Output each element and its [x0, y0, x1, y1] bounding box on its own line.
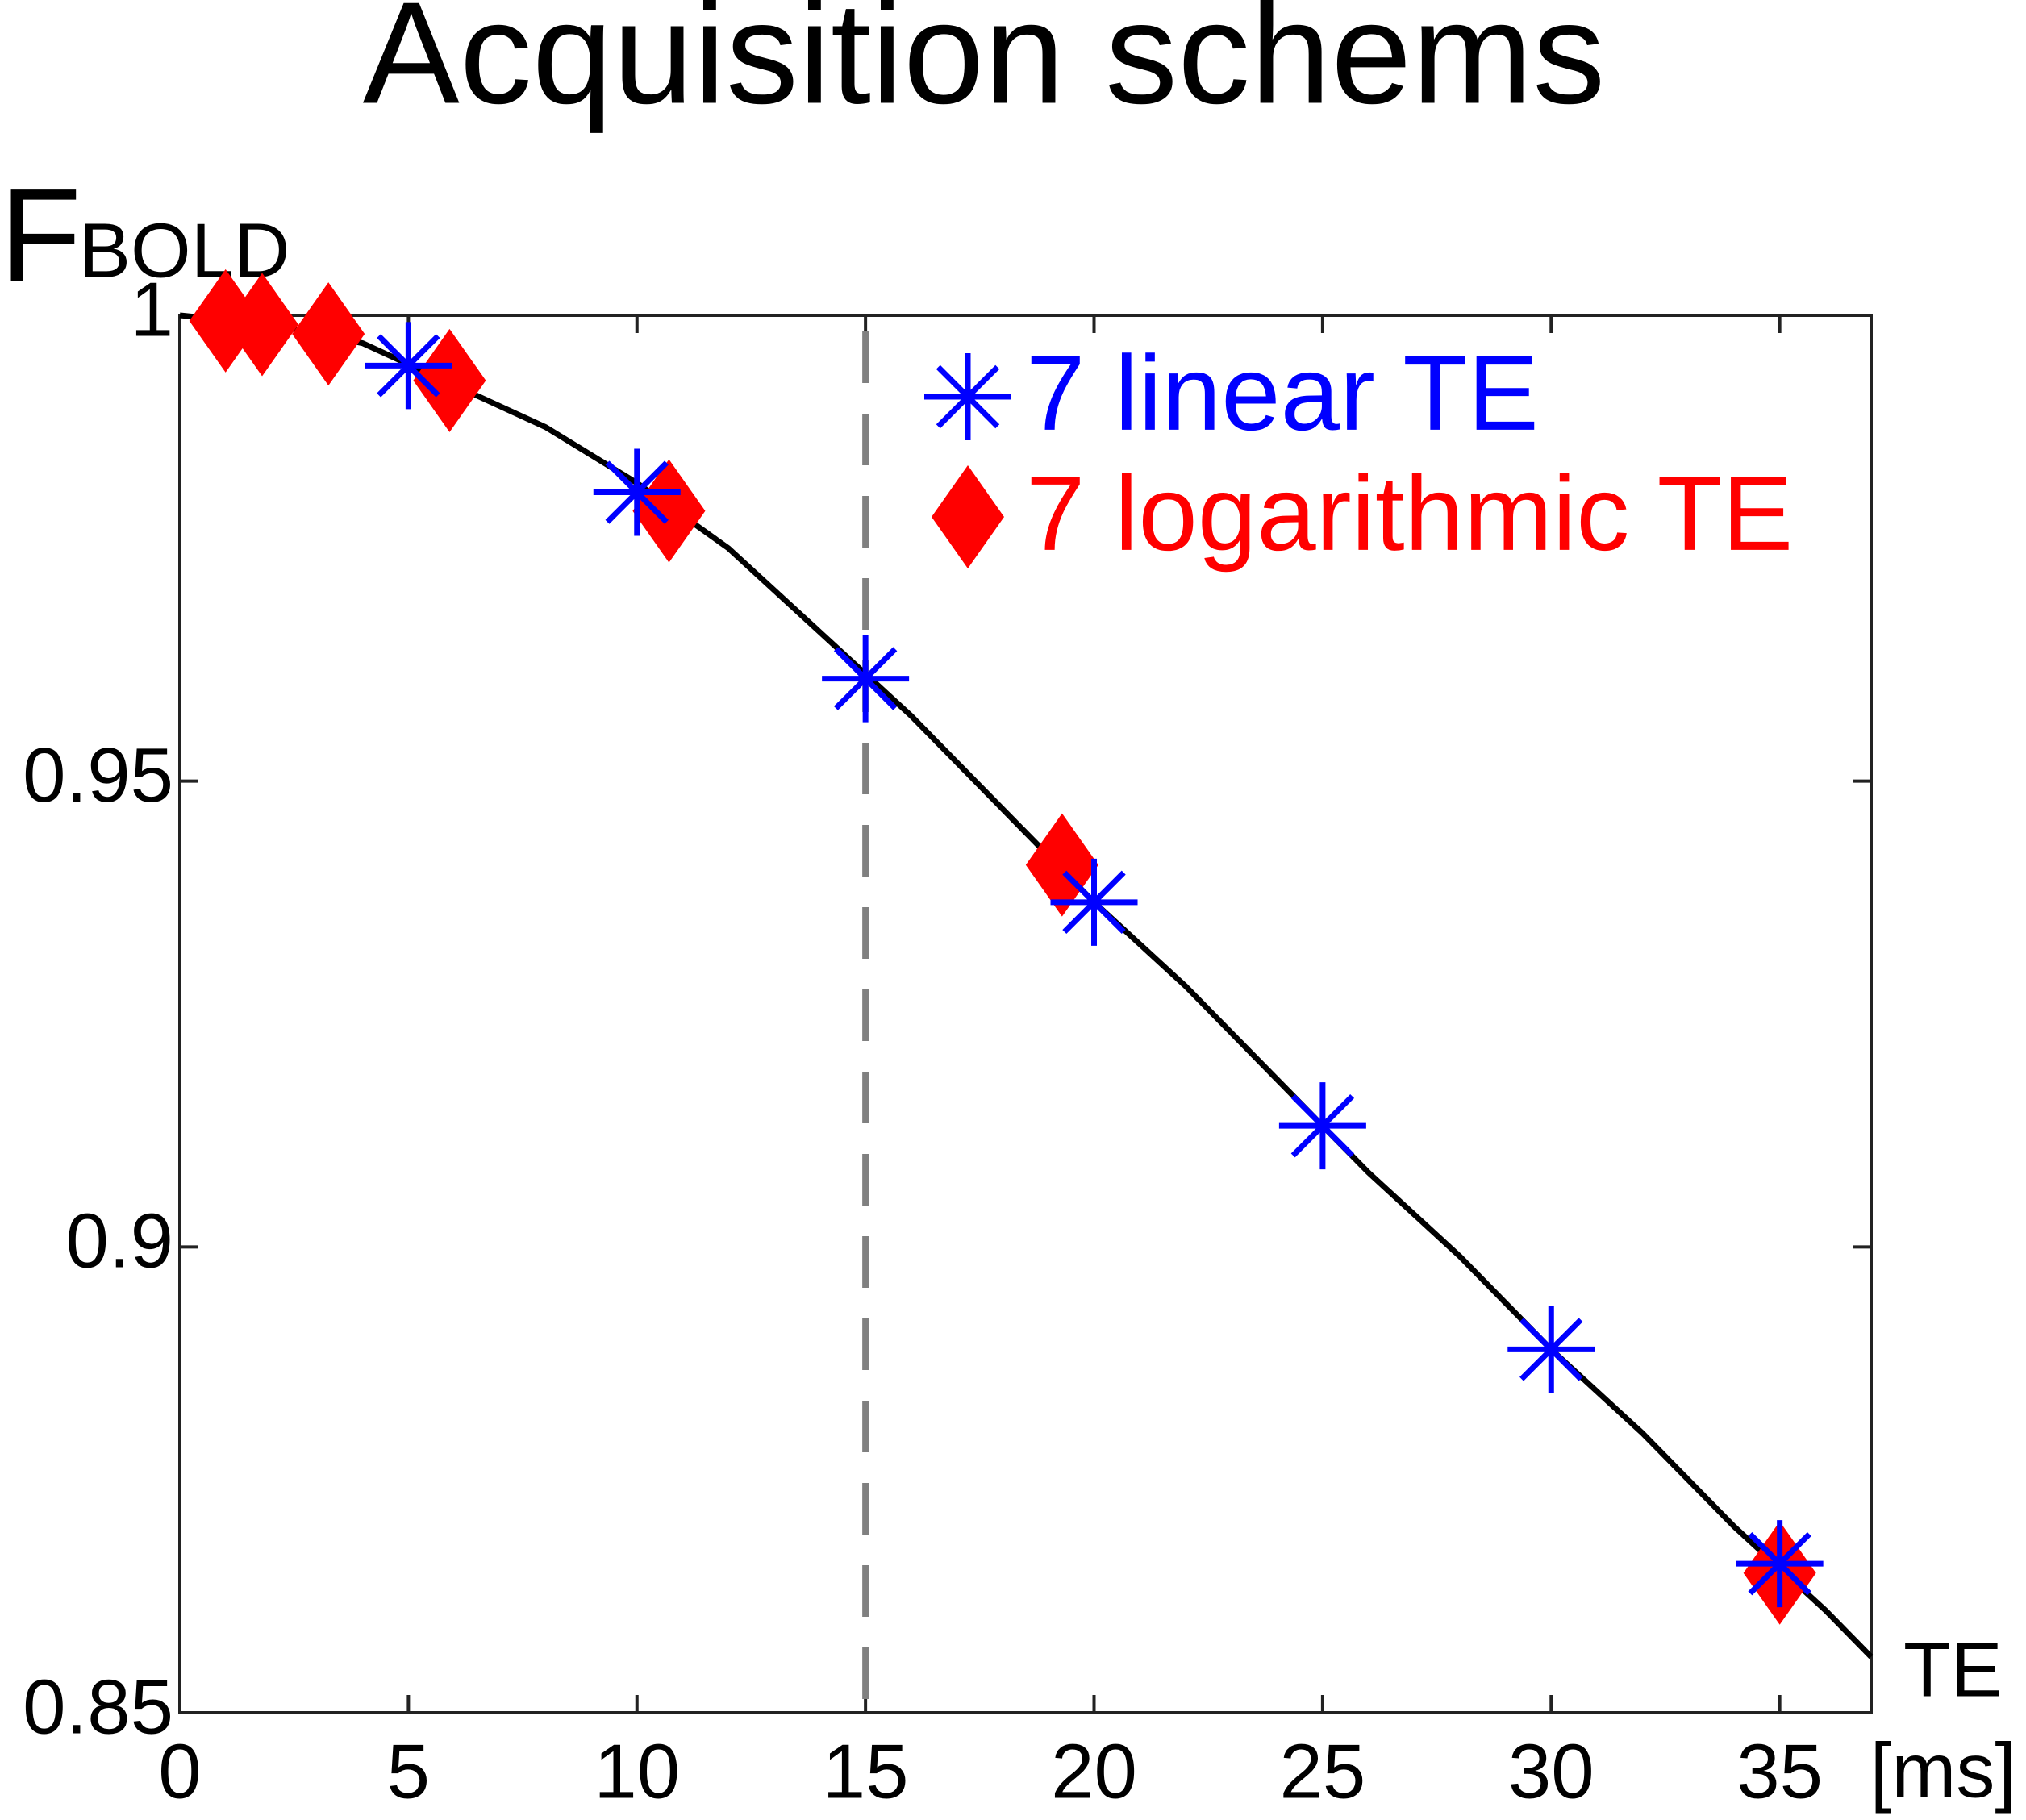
plot-frame: [178, 314, 1873, 1714]
asterisk-marker: [365, 322, 452, 410]
asterisk-marker: [1050, 858, 1138, 946]
legend-label: 7 logarithmic TE: [1026, 454, 1793, 573]
asterisk-marker: [1507, 1306, 1595, 1393]
asterisk-marker: [1278, 1082, 1366, 1170]
x-tick-label: 30: [1508, 1728, 1595, 1814]
diamond-marker: [226, 273, 299, 377]
x-axis-unit: [ms]: [1870, 1727, 2016, 1814]
y-tick-label: 0.85: [23, 1664, 173, 1750]
y-tick-label: 0.9: [66, 1198, 173, 1285]
x-tick-label: 5: [387, 1728, 430, 1814]
y-tick-label: 1: [131, 266, 173, 352]
diamond-marker: [413, 328, 486, 432]
x-axis-label: TE: [1903, 1626, 2003, 1713]
legend-label: 7 linear TE: [1026, 334, 1539, 452]
chart-title: Acquisition schems: [363, 0, 1606, 135]
x-tick-label: 15: [823, 1728, 909, 1814]
y-tick-label: 0.95: [23, 732, 173, 818]
asterisk-marker: [822, 635, 910, 723]
x-tick-label: 10: [594, 1728, 680, 1814]
x-tick-label: 35: [1736, 1728, 1823, 1814]
diamond-marker: [632, 459, 706, 563]
y-axis-label: F: [0, 161, 81, 310]
y-axis-label-subscript: BOLD: [79, 207, 290, 294]
x-tick-label: 20: [1051, 1728, 1137, 1814]
x-tick-label: 25: [1280, 1728, 1366, 1814]
asterisk-marker: [593, 448, 681, 536]
legend-marker: [924, 353, 1011, 440]
legend-marker: [932, 465, 1004, 568]
x-tick-label: 0: [158, 1728, 201, 1814]
diamond-marker: [292, 282, 365, 386]
asterisk-marker: [1736, 1520, 1824, 1608]
